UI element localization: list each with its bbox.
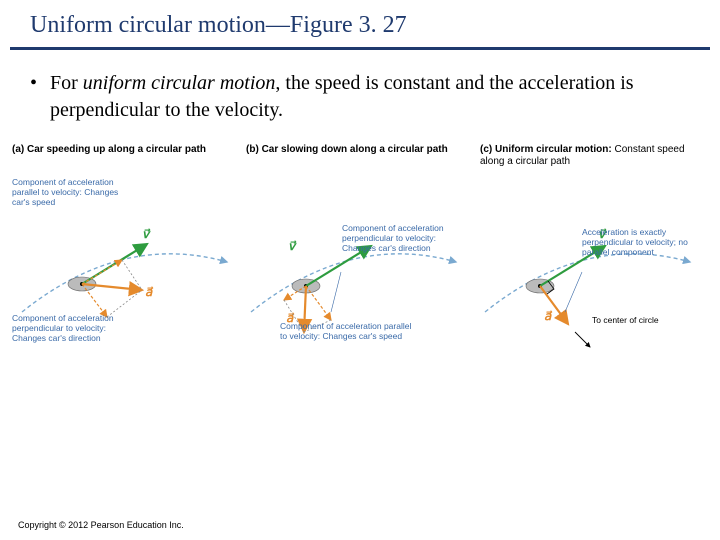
caption-pointer <box>565 272 582 312</box>
panel-b-label: (b) <box>246 144 259 155</box>
caption-b1: Component of acceleration perpendicular … <box>342 224 460 253</box>
bullet-italic: uniform circular motion <box>83 72 276 94</box>
caption-pointer <box>331 272 341 312</box>
panel-a-title: (a) Car speeding up along a circular pat… <box>12 144 240 170</box>
page-title: Uniform circular motion—Figure 3. 27 <box>10 0 710 50</box>
panel-b-title-text: Car slowing down along a circular path <box>262 144 448 155</box>
copyright-text: Copyright © 2012 Pearson Education Inc. <box>18 520 184 530</box>
v-label: v⃗ <box>142 227 151 241</box>
panel-a-title-text: Car speeding up along a circular path <box>27 144 206 155</box>
dash-box1 <box>122 260 142 290</box>
caption-b2: Component of acceleration parallel to ve… <box>280 322 420 342</box>
panel-c-title: (c) Uniform circular motion: Constant sp… <box>480 144 708 170</box>
panel-c: (c) Uniform circular motion: Constant sp… <box>480 144 708 352</box>
path-arc <box>22 254 227 312</box>
figure-row: (a) Car speeding up along a circular pat… <box>0 134 720 352</box>
bullet-point: For uniform circular motion, the speed i… <box>0 50 720 134</box>
caption-a2: Component of acceleration perpendicular … <box>12 314 142 343</box>
panel-c-label: (c) <box>480 144 492 155</box>
accel-perp <box>306 286 331 320</box>
caption-c2: To center of circle <box>592 316 682 326</box>
path-arc <box>251 254 456 312</box>
center-arrow <box>575 332 590 347</box>
panel-a: (a) Car speeding up along a circular pat… <box>12 144 240 352</box>
bullet-prefix: For <box>50 72 83 94</box>
caption-c1: Acceleration is exactly perpendicular to… <box>582 228 694 257</box>
caption-a1: Component of acceleration parallel to ve… <box>12 178 132 207</box>
panel-b: (b) Car slowing down along a circular pa… <box>246 144 474 352</box>
a-label: a⃗ <box>145 285 153 299</box>
path-arc <box>485 254 690 312</box>
panel-b-title: (b) Car slowing down along a circular pa… <box>246 144 474 170</box>
v-label: v⃗ <box>288 239 297 253</box>
panel-a-label: (a) <box>12 144 24 155</box>
panel-c-title-bold: Uniform circular motion: <box>495 144 612 155</box>
a-label: a⃗ <box>544 309 552 323</box>
